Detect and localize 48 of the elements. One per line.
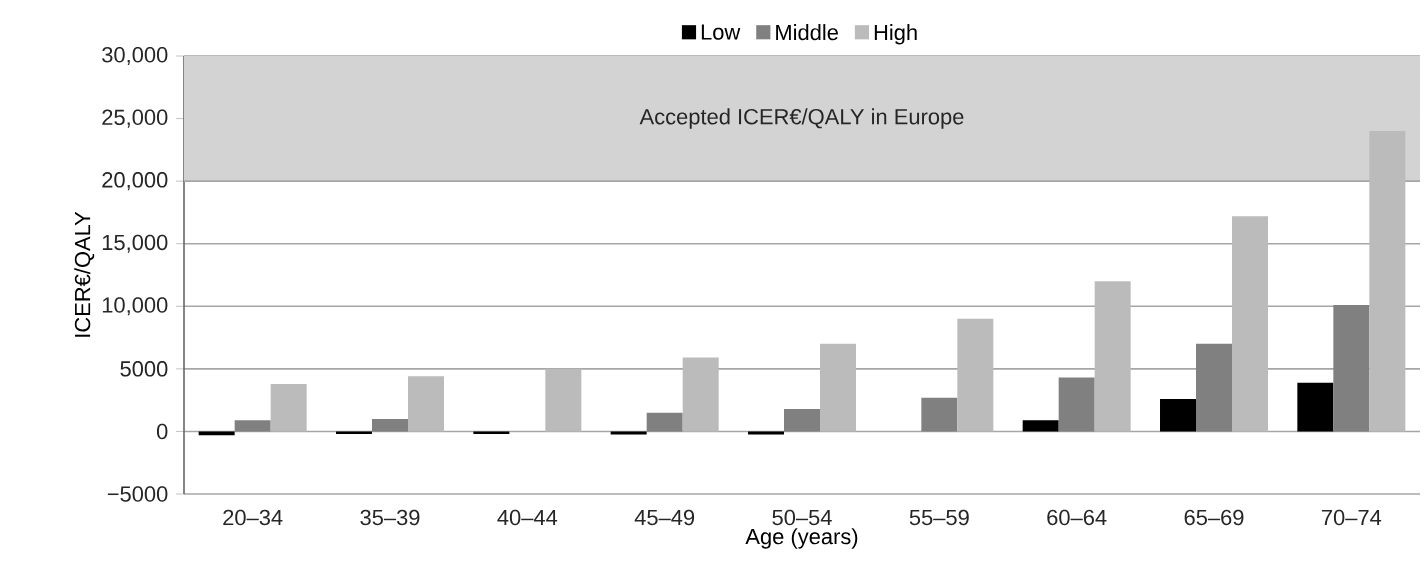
y-tick-label: 5000 xyxy=(120,361,168,377)
y-axis-title: ICER€/QALY xyxy=(74,211,95,337)
x-tick-label: 65–69 xyxy=(1184,509,1244,526)
y-tick-label: 10,000 xyxy=(102,297,168,316)
x-tick-label: 35–39 xyxy=(360,509,420,526)
x-axis-title: Age (years) xyxy=(745,528,858,549)
legend-label: Middle xyxy=(776,24,838,41)
bar xyxy=(408,376,444,432)
bar xyxy=(1196,343,1233,432)
bar xyxy=(610,431,647,435)
y-tick-label: −5000 xyxy=(107,486,168,502)
y-tick-label: 20,000 xyxy=(102,172,168,191)
bar xyxy=(921,397,958,432)
bar xyxy=(957,318,994,432)
bar xyxy=(784,408,821,432)
bar xyxy=(1297,382,1334,432)
bar xyxy=(1058,377,1095,432)
y-tick-label: 0 xyxy=(156,423,168,440)
bar xyxy=(1022,420,1059,432)
bar xyxy=(336,431,372,434)
x-tick-label: 45–49 xyxy=(634,509,695,526)
bar xyxy=(1094,281,1131,432)
legend-label: Low xyxy=(701,24,741,40)
bar xyxy=(1333,305,1370,432)
x-tick-label: 40–44 xyxy=(497,509,558,526)
x-tick-label: 60–64 xyxy=(1047,509,1107,526)
band-label: Accepted ICER€/QALY in Europe xyxy=(639,108,964,129)
bar xyxy=(1232,216,1269,432)
x-tick-label: 55–59 xyxy=(909,509,969,526)
x-tick-label: 70–74 xyxy=(1321,509,1382,526)
bar xyxy=(748,431,785,435)
y-tick-label: 25,000 xyxy=(102,109,168,128)
bar xyxy=(270,383,307,432)
legend-label: High xyxy=(874,24,917,45)
bar xyxy=(820,343,857,432)
y-tick-label: 30,000 xyxy=(102,46,168,66)
bar xyxy=(473,431,510,434)
bar xyxy=(234,420,271,432)
y-tick-label: 15,000 xyxy=(102,234,168,253)
bar xyxy=(198,431,235,436)
bar xyxy=(545,368,582,432)
bar xyxy=(646,412,683,432)
bar xyxy=(682,357,719,432)
bar xyxy=(372,418,408,432)
bar xyxy=(1160,398,1197,432)
x-tick-label: 50–54 xyxy=(772,509,832,526)
x-tick-label: 20–34 xyxy=(223,509,283,526)
bar xyxy=(1369,131,1406,432)
